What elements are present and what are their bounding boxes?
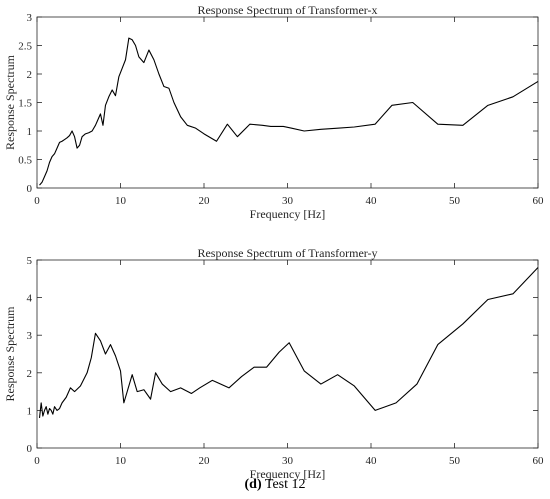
y-tick-label: 0.5 — [18, 155, 32, 167]
x-tick-label: 0 — [34, 195, 40, 207]
x-tick-label: 50 — [449, 455, 461, 467]
x-tick-label: 60 — [533, 455, 545, 467]
y-axis-label: Response Spectrum — [3, 306, 17, 402]
x-axis-label: Frequency [Hz] — [250, 207, 326, 221]
series-line — [38, 267, 539, 418]
x-tick-label: 10 — [115, 455, 127, 467]
chart-title: Response Spectrum of Transformer-y — [197, 246, 377, 260]
x-tick-label: 40 — [366, 195, 378, 207]
y-tick-label: 1.5 — [18, 98, 32, 110]
x-tick-label: 0 — [34, 455, 40, 467]
x-tick-label: 30 — [282, 195, 294, 207]
chart-panel-transformer-y: 0 10 20 30 40 50 60 0 1 2 3 4 5 Response Spectrum of … — [3, 246, 544, 481]
x-tick-label: 50 — [449, 195, 461, 207]
caption-text: Test 12 — [261, 477, 306, 492]
y-axis-label: Response Spectrum — [3, 54, 17, 150]
x-tick-label: 40 — [366, 455, 378, 467]
y-tick-label: 4 — [27, 293, 33, 305]
x-tick-label: 10 — [115, 195, 127, 207]
y-tick-label: 0 — [27, 443, 33, 455]
y-tick-label: 0 — [27, 183, 33, 195]
series-line — [39, 37, 539, 186]
y-tick-label: 3 — [27, 330, 33, 342]
x-tick-label: 30 — [282, 455, 294, 467]
y-tick-label: 2.5 — [18, 41, 32, 53]
x-axis-label: Frequency [Hz] — [250, 467, 326, 481]
y-tick-label: 2 — [27, 69, 33, 81]
chart-title: Response Spectrum of Transformer-x — [197, 3, 377, 17]
y-tick-label: 1 — [27, 126, 33, 138]
y-tick-label: 2 — [27, 368, 33, 380]
y-tick-label: 5 — [27, 255, 33, 267]
figure-caption: (d) Test 12 — [0, 477, 550, 493]
chart-panel-transformer-x: 0 10 20 30 40 50 60 0 0.5 1 1.5 2 2.5 3 Response Spect… — [3, 3, 544, 221]
plot-frame — [36, 259, 539, 449]
x-tick-label: 20 — [199, 455, 211, 467]
caption-label: (d) — [244, 477, 262, 492]
y-tick-label: 3 — [27, 12, 33, 24]
x-tick-label: 60 — [533, 195, 545, 207]
y-tick-label: 1 — [27, 405, 33, 417]
x-tick-label: 20 — [199, 195, 211, 207]
plot-frame — [36, 16, 539, 189]
